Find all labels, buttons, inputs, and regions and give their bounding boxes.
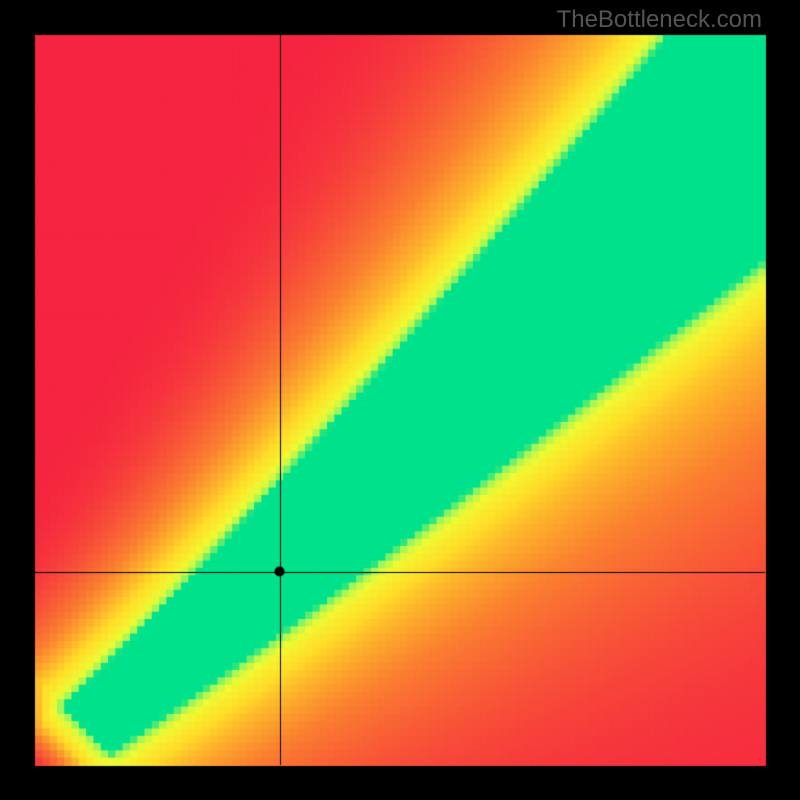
bottleneck-heatmap [0,0,800,800]
watermark: TheBottleneck.com [557,6,762,34]
